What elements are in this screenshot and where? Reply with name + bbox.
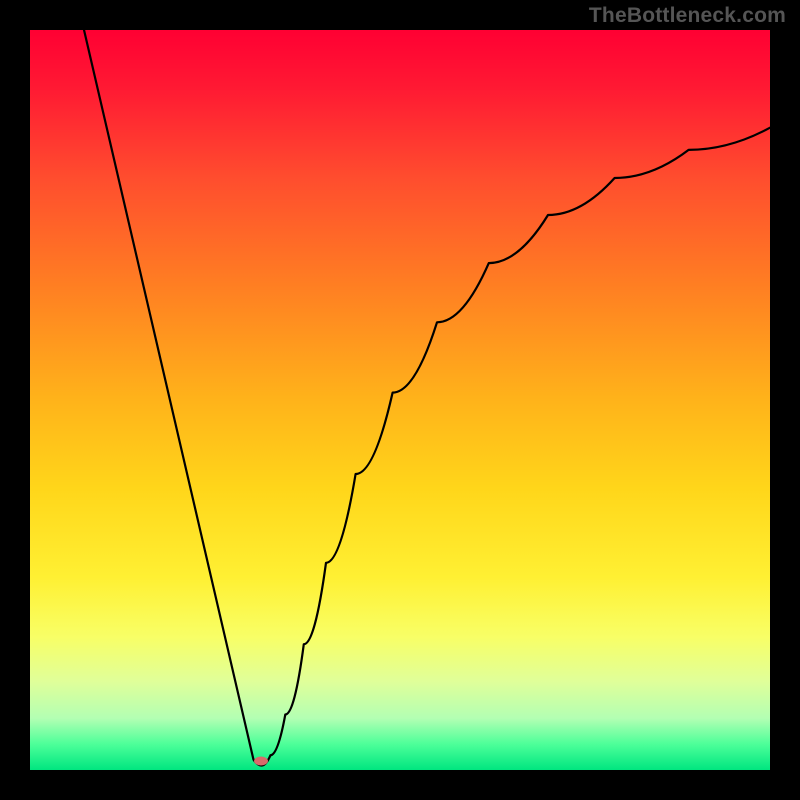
bottleneck-curve [84, 30, 770, 766]
vertex-marker [254, 757, 268, 766]
watermark-text: TheBottleneck.com [589, 4, 786, 28]
plot-area [30, 30, 770, 770]
figure-container: TheBottleneck.com [0, 0, 800, 800]
curve-svg [30, 30, 770, 770]
